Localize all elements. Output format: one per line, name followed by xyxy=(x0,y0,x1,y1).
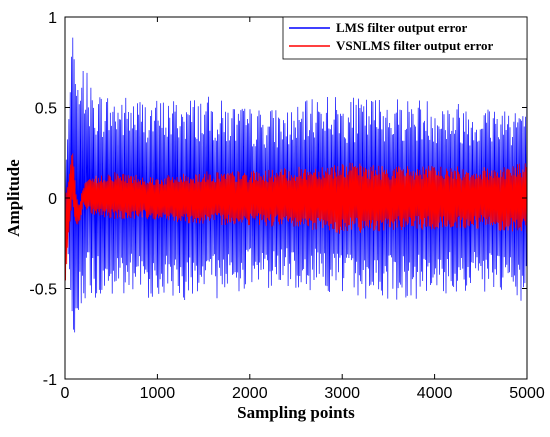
series-line-1 xyxy=(64,153,528,281)
x-tick-label: 4000 xyxy=(417,385,453,402)
legend-box xyxy=(282,16,528,60)
legend-label-vsnlms: VSNLMS filter output error xyxy=(336,38,494,53)
x-tick-label: 5000 xyxy=(509,385,545,402)
series-layer xyxy=(64,37,528,333)
y-tick-label: -0.5 xyxy=(29,282,57,299)
y-tick-label: -1 xyxy=(43,372,57,389)
ticks-layer: 0 1000 2000 3000 4000 5000 -1 -0.5 0 0.5 1 xyxy=(29,10,544,402)
legend-label-lms: LMS filter output error xyxy=(336,20,468,35)
x-tick-label: 3000 xyxy=(324,385,360,402)
x-tick-label: 2000 xyxy=(232,385,268,402)
x-tick-label: 0 xyxy=(61,385,70,402)
y-axis-title: Amplitude xyxy=(4,159,23,237)
x-axis-title: Sampling points xyxy=(237,403,355,422)
series-line-0 xyxy=(64,37,528,333)
y-tick-label: 0.5 xyxy=(35,101,57,118)
legend: LMS filter output error VSNLMS filter ou… xyxy=(282,16,528,60)
y-tick-label: 0 xyxy=(48,191,57,208)
x-tick-label: 1000 xyxy=(140,385,176,402)
y-tick-label: 1 xyxy=(48,10,57,27)
